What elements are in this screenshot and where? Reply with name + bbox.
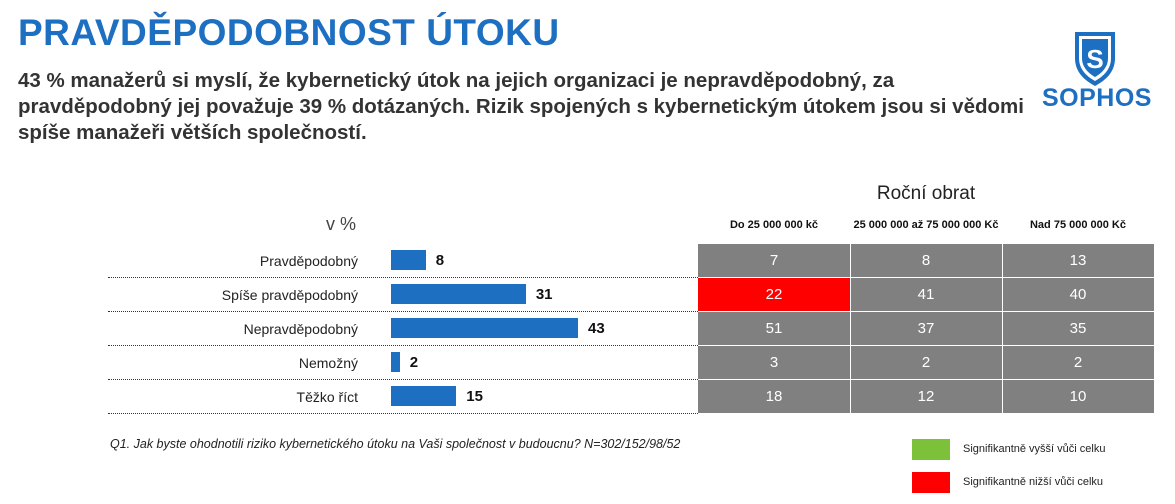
footnote: Q1. Jak byste ohodnotili riziko kybernet…: [110, 437, 681, 451]
bar-value-label: 8: [435, 252, 445, 269]
table-grid-line: [1002, 244, 1003, 414]
table-cell: 22: [698, 278, 850, 311]
category-label: Nepravděpodobný: [243, 321, 358, 337]
table-grid-line: [698, 345, 1154, 346]
bar-value-label: 2: [409, 354, 419, 371]
table-cell: 37: [850, 312, 1002, 345]
shield-letter: S: [1086, 44, 1103, 74]
table-column-header: Do 25 000 000 kč: [729, 219, 819, 231]
row-divider: [108, 413, 698, 414]
legend-label: Signifikantně vyšší vůči celku: [963, 443, 1106, 455]
table-grid-line: [698, 379, 1154, 380]
revenue-table: 7 8 13 22 41 40 51 37 35 3 2 2 18 12 10: [698, 244, 1154, 414]
table-cell: 3: [698, 346, 850, 379]
table-cell: 2: [850, 346, 1002, 379]
bar-value-label: 43: [588, 320, 605, 337]
table-cell: 35: [1002, 312, 1154, 345]
table-grid-line: [698, 277, 1154, 278]
table-cell: 8: [850, 244, 1002, 277]
category-label: Těžko říct: [296, 389, 358, 405]
row-divider: [108, 345, 698, 346]
row-divider: [108, 277, 698, 278]
legend-swatch: [912, 472, 950, 493]
unit-label: v %: [326, 214, 357, 234]
table-cell: 18: [698, 380, 850, 413]
table-column-header: 25 000 000 až 75 000 000 Kč: [853, 219, 999, 231]
bar: [391, 352, 400, 372]
sophos-logo-text: SOPHOS: [1042, 84, 1152, 112]
table-cell: 10: [1002, 380, 1154, 413]
category-label: Spíše pravděpodobný: [221, 287, 358, 303]
category-label: Nemožný: [298, 355, 358, 371]
page-title: PRAVDĚPODOBNOST ÚTOKU: [18, 12, 560, 53]
category-label: Pravděpodobný: [259, 253, 358, 269]
table-grid-line: [698, 311, 1154, 312]
row-divider: [108, 379, 698, 380]
table-grid-line: [850, 244, 851, 414]
table-cell: 7: [698, 244, 850, 277]
bar: [391, 250, 426, 270]
table-cell: 40: [1002, 278, 1154, 311]
bar: [391, 284, 526, 304]
table-cell: 12: [850, 380, 1002, 413]
table-column-header: Nad 75 000 000 Kč: [1029, 219, 1126, 231]
table-cell: 41: [850, 278, 1002, 311]
bar: [391, 386, 457, 406]
bar-value-label: 31: [535, 286, 553, 303]
page-subtitle: 43 % manažerů si myslí, že kybernetický …: [18, 69, 1024, 144]
bar: [391, 318, 579, 338]
table-cell: 13: [1002, 244, 1154, 277]
table-cell: 2: [1002, 346, 1154, 379]
row-divider: [108, 311, 698, 312]
legend-swatch: [912, 439, 950, 460]
legend-label: Signifikantně nižší vůči celku: [963, 476, 1104, 488]
bar-value-label: 15: [466, 388, 483, 405]
table-group-title: Roční obrat: [876, 183, 976, 204]
table-cell: 51: [698, 312, 850, 345]
sophos-shield-icon: S: [1075, 32, 1115, 86]
